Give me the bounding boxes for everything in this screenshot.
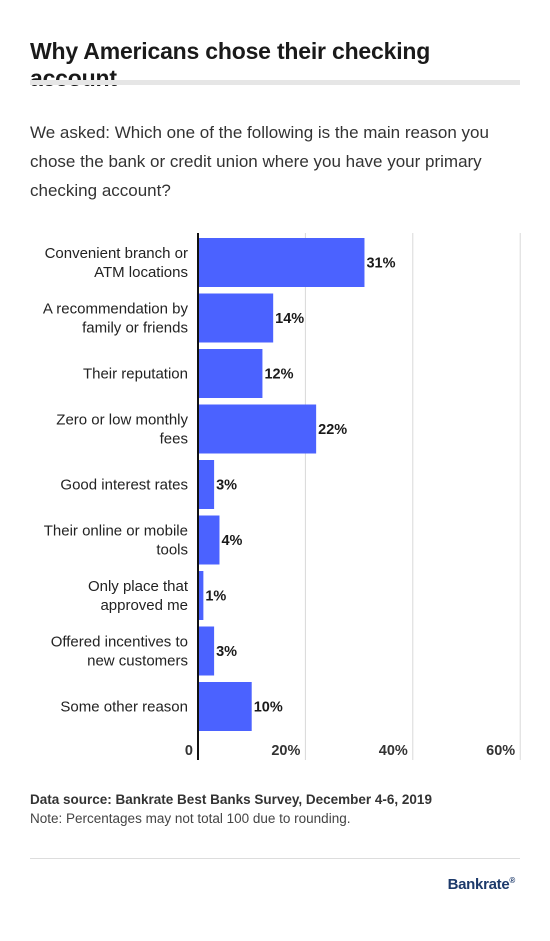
- chart-title: Why Americans chose their checking accou…: [30, 38, 431, 91]
- bar-1: [198, 293, 274, 343]
- value-label-8: 10%: [254, 700, 283, 716]
- category-label-4-0: Good interest rates: [60, 477, 188, 494]
- x-tick-label-1: 20%: [271, 743, 300, 759]
- x-tick-label-3: 60%: [486, 743, 515, 759]
- category-label-1-0: A recommendation by: [43, 301, 189, 318]
- bar-5: [198, 515, 220, 565]
- data-source: Data source: Bankrate Best Banks Survey,…: [30, 792, 432, 807]
- x-tick-label-0: 0: [185, 743, 193, 759]
- category-label-7-0: Offered incentives to: [51, 634, 188, 651]
- bar-6: [198, 571, 204, 620]
- bar-4: [198, 460, 215, 509]
- value-label-2: 12%: [264, 367, 293, 383]
- category-label-7-1: new customers: [87, 653, 188, 670]
- value-label-6: 1%: [205, 589, 226, 605]
- bankrate-logo: Bankrate®: [447, 876, 516, 893]
- category-label-2-0: Their reputation: [83, 366, 188, 383]
- survey-question: We asked: Which one of the following is …: [30, 123, 489, 200]
- category-label-3-0: Zero or low monthly: [56, 412, 188, 429]
- bar-3: [198, 404, 317, 454]
- bar-0: [198, 238, 365, 287]
- bar-8: [198, 682, 252, 731]
- footer-divider: [30, 858, 520, 859]
- category-label-6-1: approved me: [100, 597, 188, 614]
- category-label-0-0: Convenient branch or: [45, 245, 188, 262]
- title-divider: [30, 80, 520, 85]
- category-label-0-1: ATM locations: [94, 264, 188, 281]
- category-label-3-1: fees: [160, 431, 188, 448]
- bar-chart: 31% Convenient branch or ATM locations 14% A…: [43, 233, 521, 760]
- category-label-5-1: tools: [156, 542, 188, 559]
- value-label-5: 4%: [221, 533, 242, 549]
- value-label-3: 22%: [318, 422, 347, 438]
- category-label-6-0: Only place that: [88, 578, 189, 595]
- category-label-1-1: family or friends: [82, 320, 188, 337]
- bar-2: [198, 349, 263, 398]
- value-label-1: 14%: [275, 311, 304, 327]
- value-label-4: 3%: [216, 478, 237, 494]
- bar-7: [198, 626, 215, 676]
- category-label-8-0: Some other reason: [60, 699, 188, 716]
- value-label-0: 31%: [366, 256, 395, 272]
- footnote: Note: Percentages may not total 100 due …: [30, 811, 351, 826]
- category-label-5-0: Their online or mobile: [44, 523, 188, 540]
- x-tick-label-2: 40%: [379, 743, 408, 759]
- value-label-7: 3%: [216, 644, 237, 660]
